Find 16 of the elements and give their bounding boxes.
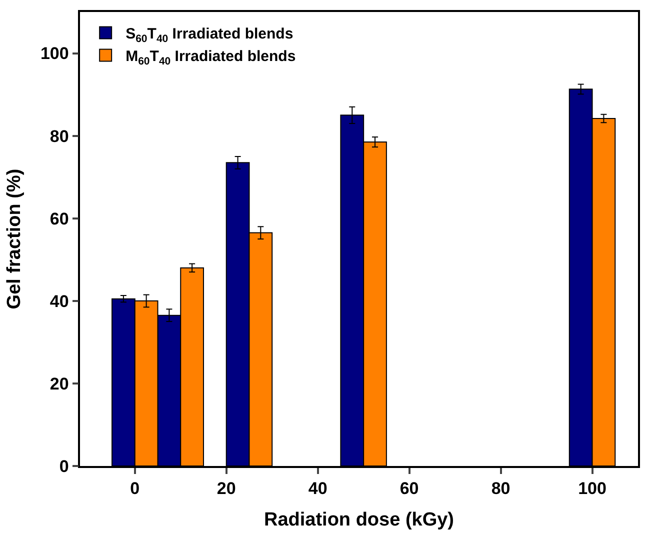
x-axis-title: Radiation dose (kGy) — [264, 509, 454, 530]
x-tick-label: 80 — [491, 479, 510, 498]
x-tick-label: 20 — [216, 479, 236, 498]
y-tick-label: 60 — [50, 209, 69, 228]
legend-label: S$_{60}$T$_{40}$ Irradiated blends — [126, 26, 294, 45]
legend-label: M$_{60}$T$_{40}$ Irradiated blends — [126, 48, 296, 68]
y-tick-label: 20 — [50, 374, 69, 394]
y-tick-label: 100 — [40, 44, 69, 64]
x-tick-label: 60 — [400, 479, 419, 498]
y-tick-label: 0 — [59, 456, 69, 476]
y-tick-label: 80 — [50, 126, 69, 146]
x-tick-label: 100 — [578, 479, 606, 498]
x-tick-label: 40 — [308, 479, 328, 498]
y-axis-title: Gel fraction (%) — [4, 168, 25, 310]
y-tick-label: 40 — [50, 292, 69, 311]
x-tick-label: 0 — [130, 479, 140, 498]
